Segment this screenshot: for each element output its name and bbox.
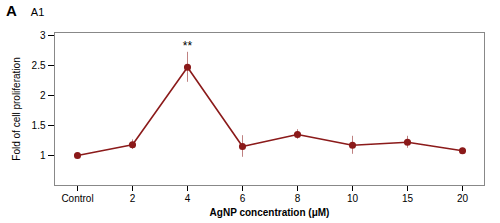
svg-text:2: 2 (40, 90, 46, 101)
svg-text:Fold of cell proliferation: Fold of cell proliferation (11, 57, 22, 160)
svg-text:4: 4 (185, 193, 191, 204)
html-text:A1: A1 (30, 6, 45, 18)
svg-text:20: 20 (457, 193, 469, 204)
svg-text:15: 15 (402, 193, 414, 204)
svg-text:3: 3 (40, 30, 46, 41)
svg-text:8: 8 (295, 193, 301, 204)
svg-text:1: 1 (40, 150, 46, 161)
svg-text:**: ** (183, 39, 193, 53)
svg-text:2: 2 (130, 193, 136, 204)
html-text:A: A (6, 2, 17, 19)
svg-text:10: 10 (347, 193, 359, 204)
svg-text:2.5: 2.5 (32, 60, 46, 71)
svg-text:1.5: 1.5 (32, 120, 46, 131)
svg-text:AgNP concentration (μM): AgNP concentration (μM) (210, 207, 330, 218)
svg-text:6: 6 (240, 193, 246, 204)
svg-text:Control: Control (61, 193, 93, 204)
